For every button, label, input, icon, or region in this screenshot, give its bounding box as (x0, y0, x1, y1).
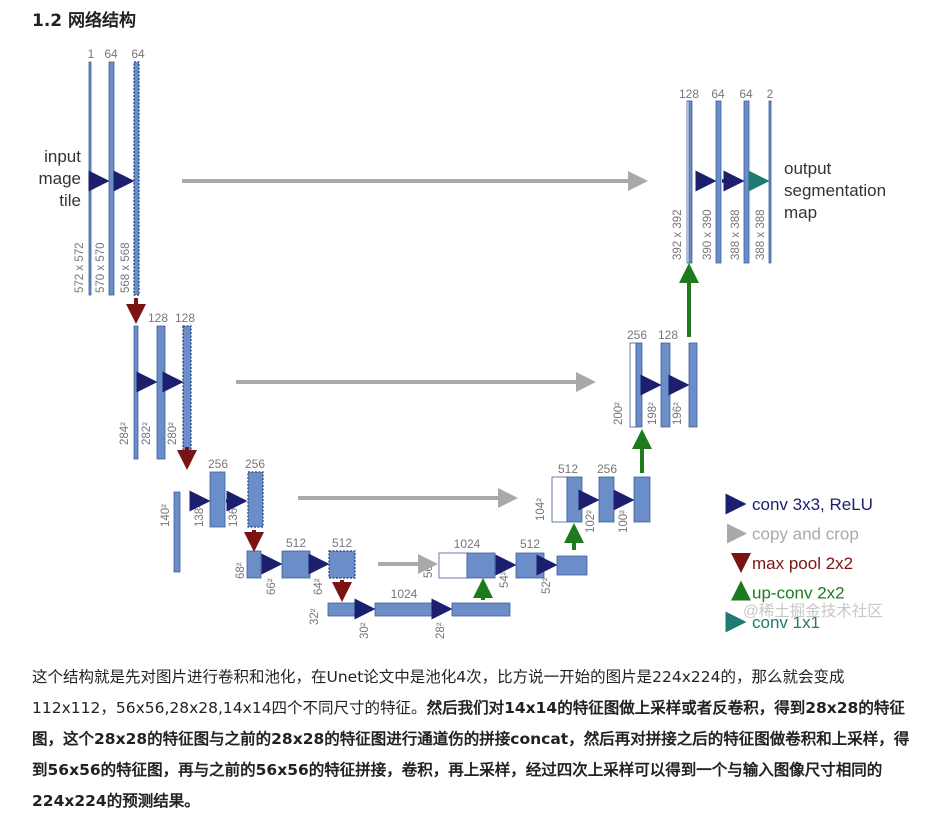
size-label-b25: 392 x 392 (672, 209, 684, 260)
size-label-b27: 388 x 388 (730, 209, 742, 260)
block-b24 (688, 342, 698, 428)
channel-label-b23: 128 (658, 328, 678, 342)
paragraph-bold-text: 然后我们对14x14的特征图做上采样或者反卷积，得到28x28的特征图，这个28… (32, 699, 910, 810)
legend-label-0: conv 3x3, ReLU (752, 495, 873, 514)
size-label-b20: 102² (585, 510, 597, 533)
channel-label-b17: 512 (520, 537, 540, 551)
block-b7 (173, 491, 181, 573)
size-label-b9: 136² (228, 504, 240, 527)
size-label-b23: 198² (647, 402, 659, 425)
block-b17 (515, 552, 545, 579)
channel-label-b16: 1024 (454, 537, 481, 551)
section-heading: 1.2 网络结构 (32, 11, 137, 31)
output-label-line-2: map (784, 203, 817, 222)
block-b13 (327, 602, 356, 617)
block-b25 (688, 100, 693, 264)
size-label-b15: 28² (435, 622, 447, 639)
channel-label-b1: 1 (88, 47, 95, 61)
size-label-b14: 30² (359, 622, 371, 639)
channel-label-b26: 64 (711, 87, 725, 101)
output-label-line-1: segmentation (784, 181, 886, 200)
output-label-line-0: output (784, 159, 832, 178)
channel-label-b19: 512 (558, 462, 578, 476)
block-b12 (328, 550, 356, 579)
block-b2 (108, 61, 115, 296)
size-label-b18: 52² (541, 577, 553, 594)
size-label-b4: 284² (119, 422, 131, 445)
block-b1 (88, 61, 92, 296)
size-label-b12: 64² (313, 578, 325, 595)
size-label-b21: 100² (618, 510, 630, 533)
size-label-b6: 280² (167, 422, 179, 445)
channel-label-b3: 64 (131, 47, 145, 61)
size-label-b1: 572 x 572 (74, 242, 86, 293)
block-b8 (209, 471, 226, 528)
size-label-b28: 388 x 388 (755, 209, 767, 260)
block-b22 (635, 342, 643, 428)
channel-label-b25: 128 (679, 87, 699, 101)
block-b19 (566, 476, 583, 523)
block-b4 (133, 325, 139, 460)
size-label-b13: 32² (309, 608, 321, 625)
unet-architecture-diagram: 1 572 x 572 64 570 x 570 64 568 x 568 284² 128 2… (38, 47, 886, 639)
paragraph-normal-text: 这个结构就是先对图片进行卷积和池化，在Unet论文中是池化4次，比方说一开始的图… (32, 668, 845, 717)
block-b10 (246, 550, 262, 579)
legend-label-4: conv 1x1 (752, 613, 820, 632)
watermark-text: @稀土掘金技术社区 (743, 602, 883, 620)
input-label-line-0: input (44, 147, 81, 166)
channel-label-b14: 1024 (391, 587, 418, 601)
block-b14 (374, 602, 434, 617)
block-b18 (556, 555, 588, 576)
channel-label-b11: 512 (286, 536, 306, 550)
block-b15 (451, 602, 511, 617)
channel-label-b12: 512 (332, 536, 352, 550)
size-label-b8: 138² (194, 504, 206, 527)
block-b27 (743, 100, 750, 264)
size-label-b11: 66² (266, 578, 278, 595)
input-label-line-1: mage (38, 169, 81, 188)
block-b16 (466, 552, 496, 579)
block-b6 (182, 325, 192, 460)
block-b3 (133, 61, 140, 296)
size-label-b24: 196² (672, 402, 684, 425)
size-label-b17: 54² (499, 571, 511, 588)
size-label-b5: 282² (141, 422, 153, 445)
channel-label-b28: 2 (767, 87, 774, 101)
channel-label-b6: 128 (175, 311, 195, 325)
block-b26 (715, 100, 722, 264)
size-label-b26: 390 x 390 (702, 209, 714, 260)
block-b22-copied (629, 342, 637, 428)
block-b28 (768, 100, 772, 264)
block-b9 (247, 471, 264, 528)
size-label-b7: 140² (160, 504, 172, 527)
channel-label-b27: 64 (739, 87, 753, 101)
legend-label-1: copy and crop (752, 525, 859, 544)
block-b21 (633, 476, 651, 523)
block-b5 (156, 325, 166, 460)
input-label-line-2: tile (59, 191, 81, 210)
channel-label-b2: 64 (104, 47, 118, 61)
channel-label-b9: 256 (245, 457, 265, 471)
size-label-b22: 200² (613, 402, 625, 425)
size-label-b3: 568 x 568 (120, 242, 132, 293)
size-label-b10: 68² (235, 562, 247, 579)
block-b16-copied (438, 552, 468, 579)
block-b23 (660, 342, 671, 428)
legend-label-3: up-conv 2x2 (752, 584, 845, 603)
description-paragraph: 这个结构就是先对图片进行卷积和池化，在Unet论文中是池化4次，比方说一开始的图… (32, 662, 912, 817)
size-label-b19: 104² (535, 498, 547, 521)
channel-label-b5: 128 (148, 311, 168, 325)
legend-label-2: max pool 2x2 (752, 554, 853, 573)
channel-label-b22: 256 (627, 328, 647, 342)
block-b19-copied (551, 476, 568, 523)
block-b20 (598, 476, 615, 523)
channel-label-b8: 256 (208, 457, 228, 471)
block-b11 (281, 550, 311, 579)
size-label-b2: 570 x 570 (95, 242, 107, 293)
channel-label-b20: 256 (597, 462, 617, 476)
